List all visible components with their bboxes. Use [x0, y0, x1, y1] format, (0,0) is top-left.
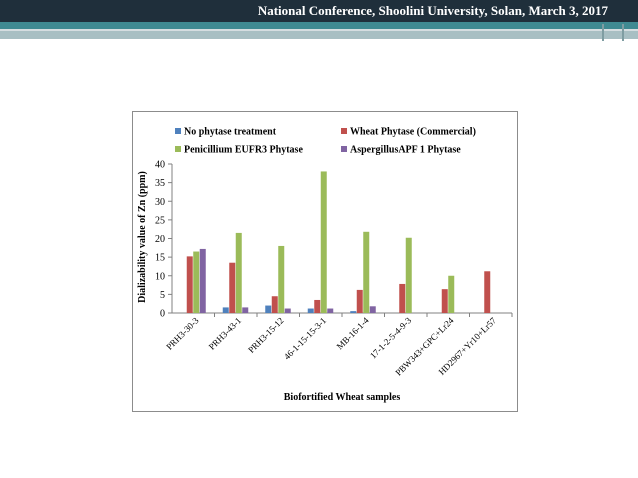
bar: [448, 275, 455, 313]
bar: [242, 307, 249, 313]
legend-label: AspergillusAPF 1 Phytase: [350, 145, 461, 156]
bar: [320, 171, 327, 313]
y-axis-label: Dializability value of Zn (ppm): [137, 171, 148, 303]
header-stripe-thin: [0, 29, 638, 31]
bar: [356, 289, 363, 313]
x-tick-label: 46-1-15-15-3-1: [282, 315, 328, 361]
x-tick-labels: PRH3-30-3 PRH3-43-1 PRH3-15-1246-1-15-15-3…: [164, 313, 513, 378]
header-bar: National Conference, Shoolini University…: [0, 0, 638, 22]
bar: [350, 311, 357, 313]
x-tick-label: 17-1-2-5-4-9-3: [368, 315, 414, 361]
legend-swatch: [341, 128, 347, 134]
chart-frame: No phytase treatment Wheat Phytase (Comme…: [132, 111, 518, 412]
bar: [222, 307, 229, 313]
bar: [271, 296, 278, 313]
x-tick-label: MB-16-1-4: [335, 315, 371, 351]
bar: [229, 262, 236, 313]
bar: [399, 283, 406, 313]
bar: [441, 289, 448, 313]
bar: [405, 237, 412, 313]
header-stripe-marker: [622, 24, 624, 41]
chart-axes: [171, 164, 512, 314]
bar: [265, 305, 272, 313]
bar: [484, 271, 491, 313]
header-stripe-light: [0, 31, 638, 39]
bar: [307, 308, 314, 313]
y-tick-label: 15: [155, 253, 165, 264]
legend-label: No phytase treatment: [184, 127, 277, 138]
bar: [193, 251, 200, 313]
legend-swatch: [175, 128, 181, 134]
bar: [369, 306, 376, 313]
bar: [199, 248, 206, 313]
y-tick-label: 0: [160, 309, 165, 320]
x-tick-label: PRH3-30-3: [164, 315, 201, 352]
bar-chart: No phytase treatment Wheat Phytase (Comme…: [137, 127, 513, 403]
y-tick-label: 35: [155, 178, 165, 189]
y-tick-label: 25: [155, 215, 165, 226]
x-tick-label: PRH3-15-12: [246, 315, 286, 355]
chart-bars: [186, 171, 491, 313]
header-stripe-marker: [602, 24, 604, 41]
y-tick-label: 30: [155, 197, 165, 208]
x-axis-label: Biofortified Wheat samples: [284, 392, 401, 403]
y-tick-label: 5: [160, 290, 165, 301]
legend-label: Wheat Phytase (Commercial): [350, 127, 476, 138]
x-tick-label: PRH3-43-1: [207, 315, 243, 351]
header-stripe-teal: [0, 22, 638, 29]
bar: [327, 308, 334, 313]
chart-legend: No phytase treatment Wheat Phytase (Comme…: [175, 127, 476, 156]
bar: [363, 231, 370, 313]
bar: [186, 256, 193, 313]
y-tick-labels: 0 5 10 15 20 25 30 35 40: [155, 160, 172, 320]
bar: [278, 245, 285, 313]
legend-label: Penicillium EUFR3 Phytase: [184, 145, 303, 156]
y-tick-label: 20: [155, 234, 165, 245]
y-tick-label: 40: [155, 160, 165, 171]
header-title: National Conference, Shoolini University…: [257, 3, 608, 18]
bar: [235, 232, 242, 313]
bar: [314, 299, 321, 313]
bar: [284, 308, 291, 313]
y-tick-label: 10: [155, 271, 165, 282]
legend-swatch: [175, 146, 181, 152]
legend-swatch: [341, 146, 347, 152]
